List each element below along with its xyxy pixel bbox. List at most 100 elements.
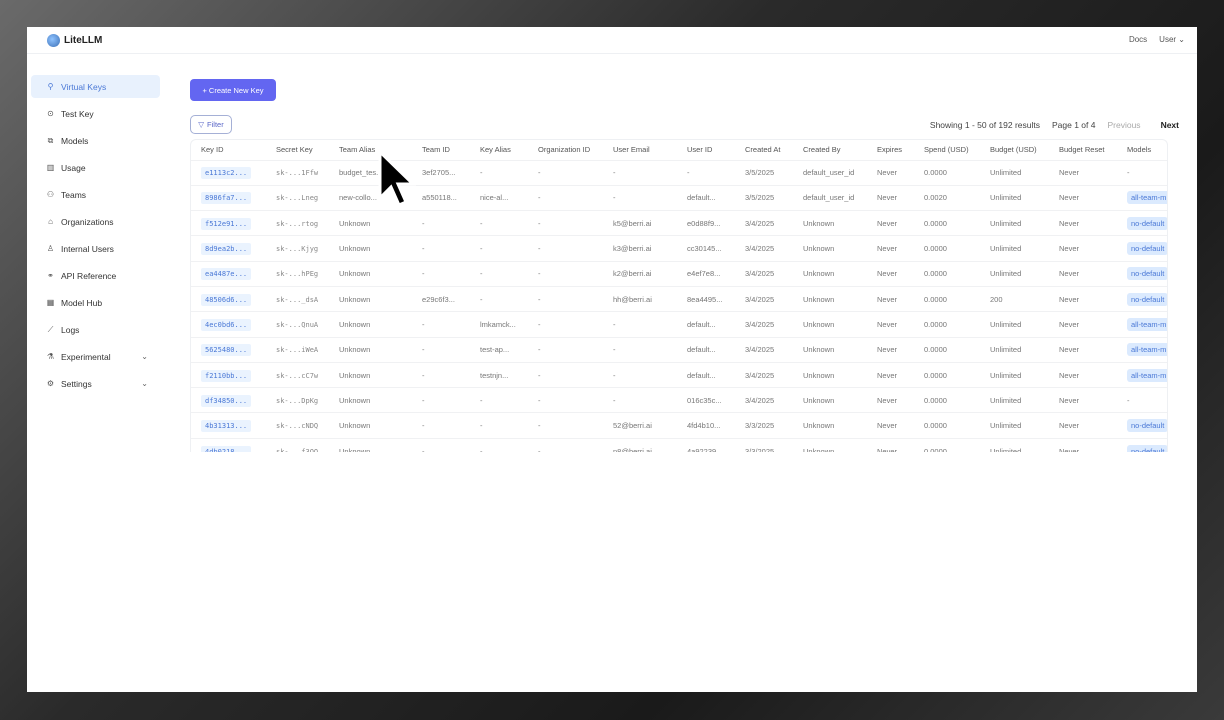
table-cell: 0.0000 [914,437,980,452]
table-cell: sk-...QnuA [266,311,329,338]
sidebar-item-organizations[interactable]: ⌂ Organizations [31,210,160,233]
cell-text: Unknown [803,345,835,355]
previous-button[interactable]: Previous [1107,120,1141,130]
column-header[interactable]: Organization ID [538,145,591,155]
next-button[interactable]: Next [1160,120,1179,130]
table-row[interactable]: ea4487e... sk-...hPEg Unknown - - - k2@berri.a… [191,260,1167,287]
mouse-cursor-icon [378,150,416,207]
table-cell: - [528,336,603,363]
table-row[interactable]: df34850... sk-...DpKg Unknown - - - - 016c35c..… [191,387,1167,413]
sidebar-item-models[interactable]: ⧉ Models [31,129,160,152]
table-cell: hh@berri.ai [603,285,677,312]
table-cell: a550118... [412,184,470,211]
table-cell: - [412,235,470,262]
key-id-link[interactable]: 4db0218... [201,445,252,452]
table-row[interactable]: 8986fa7... sk-...Lneg new-collo... a550118.… [191,184,1167,211]
cell-text: - [480,421,483,431]
table-row[interactable]: f512e91... sk-...rtog Unknown - - - k5@berri.a… [191,210,1167,236]
sidebar-item-virtual-keys[interactable]: ⚲ Virtual Keys [31,75,160,98]
column-header[interactable]: Created By [803,145,841,155]
column-header[interactable]: Team ID [422,145,450,155]
table-cell: 3/4/2025 [735,285,793,312]
key-id-link[interactable]: 48506d6... [201,293,252,306]
key-id-link[interactable]: 8d9ea2b... [201,243,252,256]
table-cell: - [603,336,677,363]
sidebar-item-teams[interactable]: ⚇ Teams [31,183,160,206]
page-indicator: Page 1 of 4 [1052,120,1096,130]
column-header[interactable]: Spend (USD) [924,145,969,155]
table-row[interactable]: 48506d6... sk-..._dsA Unknown e29c6f3... - - h… [191,285,1167,312]
cell-text: Never [1059,345,1080,355]
logo[interactable]: LiteLLM [47,33,103,47]
secret-key: sk-...QnuA [276,320,319,329]
cell-text: Never [1059,244,1080,254]
table-cell: - [528,412,603,439]
table-row[interactable]: f2110bb... sk-...cC7w Unknown - testnjn... - -… [191,361,1167,388]
cell-text: 3/4/2025 [745,395,775,405]
sidebar-item-experimental[interactable]: ⚗ Experimental ⌄ [31,345,160,368]
user-menu[interactable]: User ⌄ [1159,35,1185,44]
sidebar-item-model-hub[interactable]: ▦ Model Hub [31,291,160,314]
key-id-link[interactable]: df34850... [201,394,252,407]
table-row[interactable]: 8d9ea2b... sk-...Kjyg Unknown - - - k3@berri.a… [191,235,1167,262]
cell-text: n8@berri.ai [613,446,652,452]
sidebar-item-settings[interactable]: ⚙ Settings ⌄ [31,372,160,395]
table-row[interactable]: 4ec0bd6... sk-...QnuA Unknown - lmkamck... - -… [191,311,1167,338]
sidebar-item-api-reference[interactable]: ⚭ API Reference [31,264,160,287]
table-cell: Never [867,285,914,312]
key-id-link[interactable]: 4ec0bd6... [201,318,252,331]
cell-text: Unknown [803,446,835,452]
column-header[interactable]: User Email [613,145,650,155]
table-cell: Unlimited [980,412,1049,439]
cell-text: - [422,218,425,228]
table-cell: 4b31313... [191,412,266,439]
cell-text: - [538,294,541,304]
cell-text: Unknown [339,319,371,329]
key-id-link[interactable]: ea4487e... [201,268,252,281]
table-cell: Never [1049,260,1117,287]
app-name: LiteLLM [64,34,103,46]
column-header[interactable]: Team Alias [339,145,376,155]
key-id-link[interactable]: 5625480... [201,344,252,357]
table-row[interactable]: 4b31313... sk-...cNDQ Unknown - - - 52@berri.a… [191,412,1167,439]
docs-link[interactable]: Docs [1128,35,1148,44]
cell-text: 200 [990,294,1003,304]
cell-text: - [538,421,541,431]
key-id-link[interactable]: f512e91... [201,217,252,230]
table-row[interactable]: e1113c2... sk-...1Ffw budget_tes... 3ef2705… [191,159,1167,186]
sidebar-item-usage[interactable]: ▥ Usage [31,156,160,179]
column-header[interactable]: Secret Key [276,145,313,155]
filter-button[interactable]: ▽ Filter [190,115,232,134]
table-cell: 0.0000 [914,210,980,236]
column-header[interactable]: Created At [745,145,781,155]
sidebar-item-internal-users[interactable]: ♙ Internal Users [31,237,160,260]
key-id-link[interactable]: f2110bb... [201,369,252,382]
table-cell: Never [1049,311,1117,338]
cell-text: Unknown [803,319,835,329]
key-id-link[interactable]: e1113c2... [201,167,252,180]
key-id-link[interactable]: 8986fa7... [201,192,252,205]
cell-text: k2@berri.ai [613,269,652,279]
table-cell: Unlimited [980,437,1049,452]
column-header[interactable]: Budget Reset [1059,145,1105,155]
cell-text: Unknown [803,421,835,431]
table-row[interactable]: 5625480... sk-...iWeA Unknown - test-ap... - -… [191,336,1167,363]
table-cell: default... [677,336,735,363]
column-header[interactable]: Key Alias [480,145,511,155]
table-row[interactable]: 4db0218... sk-...f3QQ Unknown - - - n8@berri.a… [191,437,1167,452]
column-header[interactable]: Models [1127,145,1152,155]
column-header[interactable]: Budget (USD) [990,145,1037,155]
key-id-link[interactable]: 4b31313... [201,420,252,433]
sidebar-item-test-key[interactable]: ⊙ Test Key [31,102,160,125]
table-cell: 0.0000 [914,159,980,186]
column-header[interactable]: Expires [877,145,903,155]
column-header[interactable]: Key ID [201,145,224,155]
cell-text: Unknown [803,370,835,380]
sidebar-item-logs[interactable]: ⟋ Logs [31,318,160,341]
cell-text: Never [877,446,898,452]
column-header[interactable]: User ID [687,145,713,155]
cell-text: Never [877,319,898,329]
create-new-key-button[interactable]: + Create New Key [190,79,276,101]
secret-key: sk-...Kjyg [276,245,319,254]
bar-chart-icon: ▥ [46,163,55,172]
